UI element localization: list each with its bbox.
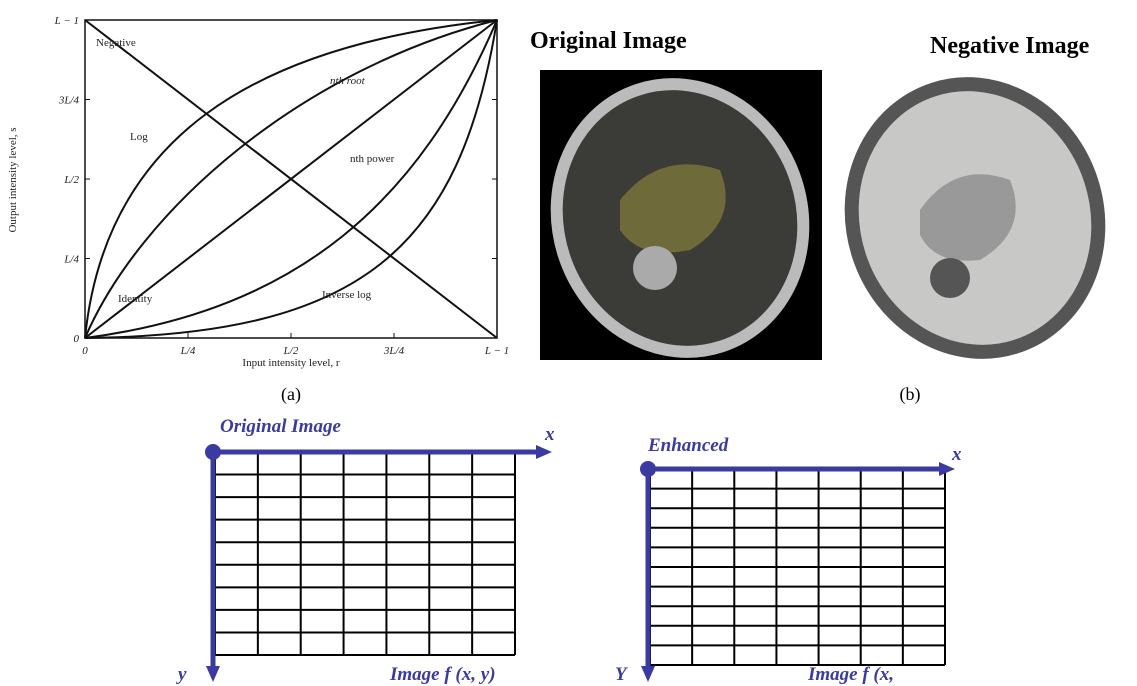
curve-label: nth power <box>350 153 395 165</box>
axis-name: Y <box>615 664 629 685</box>
caption: (b) <box>900 384 921 405</box>
grid-title: Enhanced <box>647 435 729 456</box>
x-tick-label: 0 <box>82 345 88 357</box>
arrowhead <box>536 445 552 459</box>
y-axis-label: Output intensity level, s <box>7 127 19 232</box>
curve-label: Log <box>130 131 148 143</box>
y-tick-label: 0 <box>74 333 80 345</box>
x-tick-label: 3L/4 <box>383 345 405 357</box>
lesion <box>633 246 677 290</box>
caption: (a) <box>281 384 301 405</box>
lesion <box>930 258 970 298</box>
curve-label: Identity <box>118 293 153 305</box>
y-tick-label: L/4 <box>63 254 79 266</box>
origin-dot <box>205 444 221 460</box>
y-tick-label: L/2 <box>63 174 79 186</box>
y-tick-label: L − 1 <box>54 15 79 27</box>
grid-label: Image f (x, y) <box>389 664 496 685</box>
y-tick-label: 3L/4 <box>58 95 80 107</box>
image-title: Negative Image <box>930 33 1090 59</box>
grid-label: Image f (x, <box>807 664 894 685</box>
x-tick-label: L/4 <box>180 345 196 357</box>
x-axis-label: Input intensity level, r <box>242 357 339 369</box>
axis-name: y <box>176 664 187 685</box>
arrowhead <box>206 666 220 682</box>
curve-label: Negative <box>96 37 136 49</box>
x-tick-label: L − 1 <box>484 345 509 357</box>
axis-name: x <box>951 444 962 465</box>
x-tick-label: L/2 <box>283 345 299 357</box>
arrowhead <box>641 666 655 682</box>
axis-name: x <box>544 424 555 445</box>
grid-title: Original Image <box>220 416 341 437</box>
origin-dot <box>640 461 656 477</box>
curve-label: Inverse log <box>322 289 372 301</box>
image-title: Original Image <box>530 28 687 54</box>
curve-label: nth root <box>330 75 366 87</box>
figure: Negative Log nth root nth power Identity… <box>0 0 1137 686</box>
